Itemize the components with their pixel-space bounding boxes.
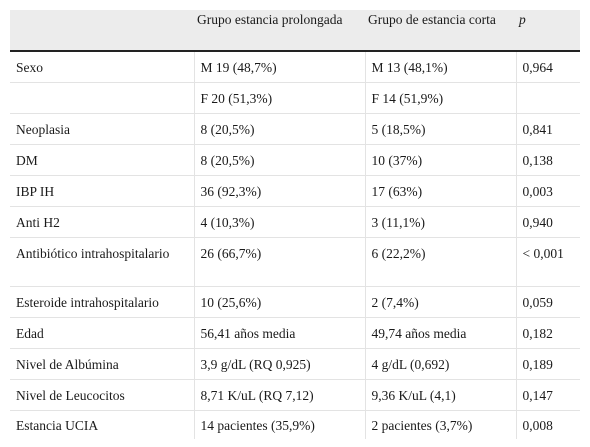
table-row: Nivel de Albúmina 3,9 g/dL (RQ 0,925) 4 … bbox=[10, 348, 580, 380]
cell-short-stay: 9,36 K/uL (4,1) bbox=[364, 379, 516, 411]
cell-long-stay: M 19 (48,7%) bbox=[193, 51, 365, 83]
cell-variable: Esteroide intrahospitalario bbox=[10, 286, 194, 318]
table-row: Antibiótico intrahospitalario 26 (66,7%)… bbox=[10, 237, 580, 287]
cell-long-stay: 3,9 g/dL (RQ 0,925) bbox=[193, 348, 365, 380]
cell-long-stay: 56,41 años media bbox=[193, 317, 365, 349]
cell-short-stay: 6 (22,2%) bbox=[364, 237, 516, 287]
cell-short-stay: 4 g/dL (0,692) bbox=[364, 348, 516, 380]
cell-long-stay: 8 (20,5%) bbox=[193, 144, 365, 176]
cell-variable: Estancia UCIA bbox=[16, 418, 99, 433]
table-row: Nivel de Leucocitos 8,71 K/uL (RQ 7,12) … bbox=[10, 379, 580, 411]
cell-short-stay: 17 (63%) bbox=[364, 175, 516, 207]
cell-long-stay: 14 pacientes (35,9%) bbox=[193, 410, 365, 439]
cell-variable: Edad bbox=[10, 317, 194, 349]
table-row: IBP IH 36 (92,3%) 17 (63%) 0,003 bbox=[10, 175, 580, 207]
table-row: Neoplasia 8 (20,5%) 5 (18,5%) 0,841 bbox=[10, 113, 580, 145]
cell-variable: Neoplasia bbox=[10, 113, 194, 145]
cell-short-stay: 3 (11,1%) bbox=[364, 206, 516, 238]
table-row: Edad 56,41 años media 49,74 años media 0… bbox=[10, 317, 580, 349]
cell-long-stay: 36 (92,3%) bbox=[193, 175, 365, 207]
cell-long-stay: 10 (25,6%) bbox=[193, 286, 365, 318]
cell-variable: DM bbox=[10, 144, 194, 176]
cell-p-value: 0,059 bbox=[515, 286, 580, 318]
comparison-table: Grupo estancia prolongada Grupo de estan… bbox=[10, 10, 580, 439]
header-short-stay-group: Grupo de estancia corta bbox=[365, 10, 516, 52]
cell-variable: IBP IH bbox=[10, 175, 194, 207]
table-row: Anti H2 4 (10,3%) 3 (11,1%) 0,940 bbox=[10, 206, 580, 238]
table-body: Sexo M 19 (48,7%) M 13 (48,1%) 0,964 F 2… bbox=[10, 51, 580, 439]
cell-p-value: 0,147 bbox=[515, 379, 580, 411]
cell-short-stay: 5 (18,5%) bbox=[364, 113, 516, 145]
header-row: Grupo estancia prolongada Grupo de estan… bbox=[10, 10, 580, 52]
cell-p-value: 0,940 bbox=[515, 206, 580, 238]
cell-long-stay: 8,71 K/uL (RQ 7,12) bbox=[193, 379, 365, 411]
cell-p-value: 0,841 bbox=[515, 113, 580, 145]
cell-short-stay: F 14 (51,9%) bbox=[364, 82, 516, 114]
cell-p-value: < 0,001 bbox=[515, 237, 580, 287]
cell-long-stay: 8 (20,5%) bbox=[193, 113, 365, 145]
cell-short-stay: 49,74 años media bbox=[364, 317, 516, 349]
cell-p-value: 0,138 bbox=[515, 144, 580, 176]
cell-short-stay: M 13 (48,1%) bbox=[364, 51, 516, 83]
cell-variable: Sexo bbox=[10, 51, 194, 83]
cell-variable: Nivel de Albúmina bbox=[10, 348, 194, 380]
cell-variable: Nivel de Leucocitos bbox=[10, 379, 194, 411]
cell-variable bbox=[10, 82, 194, 114]
cell-p-value bbox=[515, 82, 580, 114]
cell-variable: Anti H2 bbox=[10, 206, 194, 238]
table-header: Grupo estancia prolongada Grupo de estan… bbox=[10, 10, 580, 52]
header-p-value: p bbox=[516, 10, 580, 52]
header-long-stay-group: Grupo estancia prolongada bbox=[194, 10, 365, 52]
cell-p-value: 0,189 bbox=[515, 348, 580, 380]
header-variable bbox=[10, 10, 194, 52]
table-row: DM 8 (20,5%) 10 (37%) 0,138 bbox=[10, 144, 580, 176]
cell-short-stay: 2 pacientes (3,7%) bbox=[364, 410, 516, 439]
cell-short-stay: 2 (7,4%) bbox=[364, 286, 516, 318]
cell-p-value: 0,003 bbox=[515, 175, 580, 207]
cell-p-value: 0,964 bbox=[515, 51, 580, 83]
cell-short-stay: 10 (37%) bbox=[364, 144, 516, 176]
cell-variable: Antibiótico intrahospitalario bbox=[10, 237, 194, 287]
cell-long-stay: 4 (10,3%) bbox=[193, 206, 365, 238]
cell-long-stay: 26 (66,7%) bbox=[193, 237, 365, 287]
table-row: F 20 (51,3%) F 14 (51,9%) bbox=[10, 82, 580, 114]
cell-p-value: 0,182 bbox=[515, 317, 580, 349]
cell-long-stay: F 20 (51,3%) bbox=[193, 82, 365, 114]
cell-p-value: 0,008 bbox=[515, 410, 580, 439]
table-row: Sexo M 19 (48,7%) M 13 (48,1%) 0,964 bbox=[10, 51, 580, 83]
table-row: Esteroide intrahospitalario 10 (25,6%) 2… bbox=[10, 286, 580, 318]
table-row: Estancia UCIA 14 pacientes (35,9%) 2 pac… bbox=[10, 410, 580, 439]
